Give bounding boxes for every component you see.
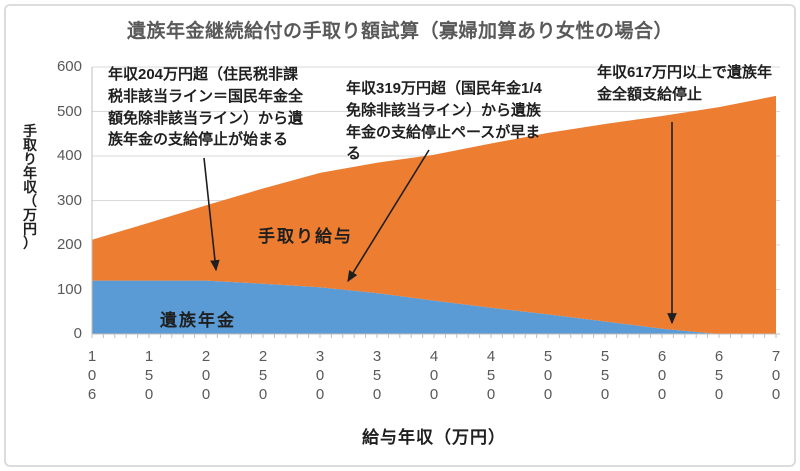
x-tick-label-350: 3 5 0 <box>372 348 382 403</box>
x-tick-label-250: 2 5 0 <box>258 348 268 403</box>
x-tick-label-550: 5 5 0 <box>600 348 610 403</box>
y-tick-label-100: 100 <box>56 280 82 298</box>
x-tick-label-200: 2 0 0 <box>201 348 211 403</box>
x-axis-title: 給与年収（万円） <box>362 428 506 447</box>
area-series-1 <box>92 95 776 335</box>
area-series-0 <box>92 280 776 334</box>
annotation-319: 年収319万円超（国民年金1/4免除非該当ライン）から遺族年金の支給停止ペースが… <box>346 80 542 163</box>
annotation-617: 年収617万円以上で遺族年金全額支給停止 <box>597 64 773 103</box>
series-label-salary: 手取り給与 <box>258 227 353 246</box>
y-tick-label-400: 400 <box>56 147 82 164</box>
x-tick-label-300: 3 0 0 <box>315 348 325 403</box>
series-label-pension: 遺族年金 <box>160 311 236 330</box>
x-tick-label-600: 6 0 0 <box>657 348 667 403</box>
arrow-204-line <box>203 157 220 272</box>
x-tick-label-700: 7 0 0 <box>771 348 781 403</box>
x-tick-label-150: 1 5 0 <box>144 348 154 403</box>
y-axis-title: 手 取 り 年 収 （ 万 円 ） <box>23 123 37 251</box>
y-tick-label-500: 500 <box>56 102 82 120</box>
x-tick-label-450: 4 5 0 <box>486 348 496 403</box>
x-tick-label-106: 1 0 6 <box>87 348 97 403</box>
y-tick-label-300: 300 <box>56 191 82 209</box>
y-tick-label-600: 600 <box>56 58 82 75</box>
y-tick-label-0: 0 <box>73 325 82 342</box>
x-tick-label-650: 6 5 0 <box>714 348 724 403</box>
arrow-319-line <box>347 149 430 283</box>
annotation-204: 年収204万円超（住民税非課税非該当ライン＝国民年金全額免除非該当ライン）から遺… <box>108 66 304 149</box>
x-tick-label-400: 4 0 0 <box>429 348 439 403</box>
x-tick-label-500: 5 0 0 <box>543 348 553 403</box>
chart-title: 遺族年金継続給付の手取り額試算（寡婦加算あり女性の場合） <box>126 21 673 42</box>
y-tick-label-200: 200 <box>56 236 82 253</box>
